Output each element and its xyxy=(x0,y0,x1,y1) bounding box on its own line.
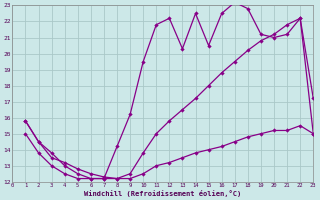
X-axis label: Windchill (Refroidissement éolien,°C): Windchill (Refroidissement éolien,°C) xyxy=(84,190,242,197)
